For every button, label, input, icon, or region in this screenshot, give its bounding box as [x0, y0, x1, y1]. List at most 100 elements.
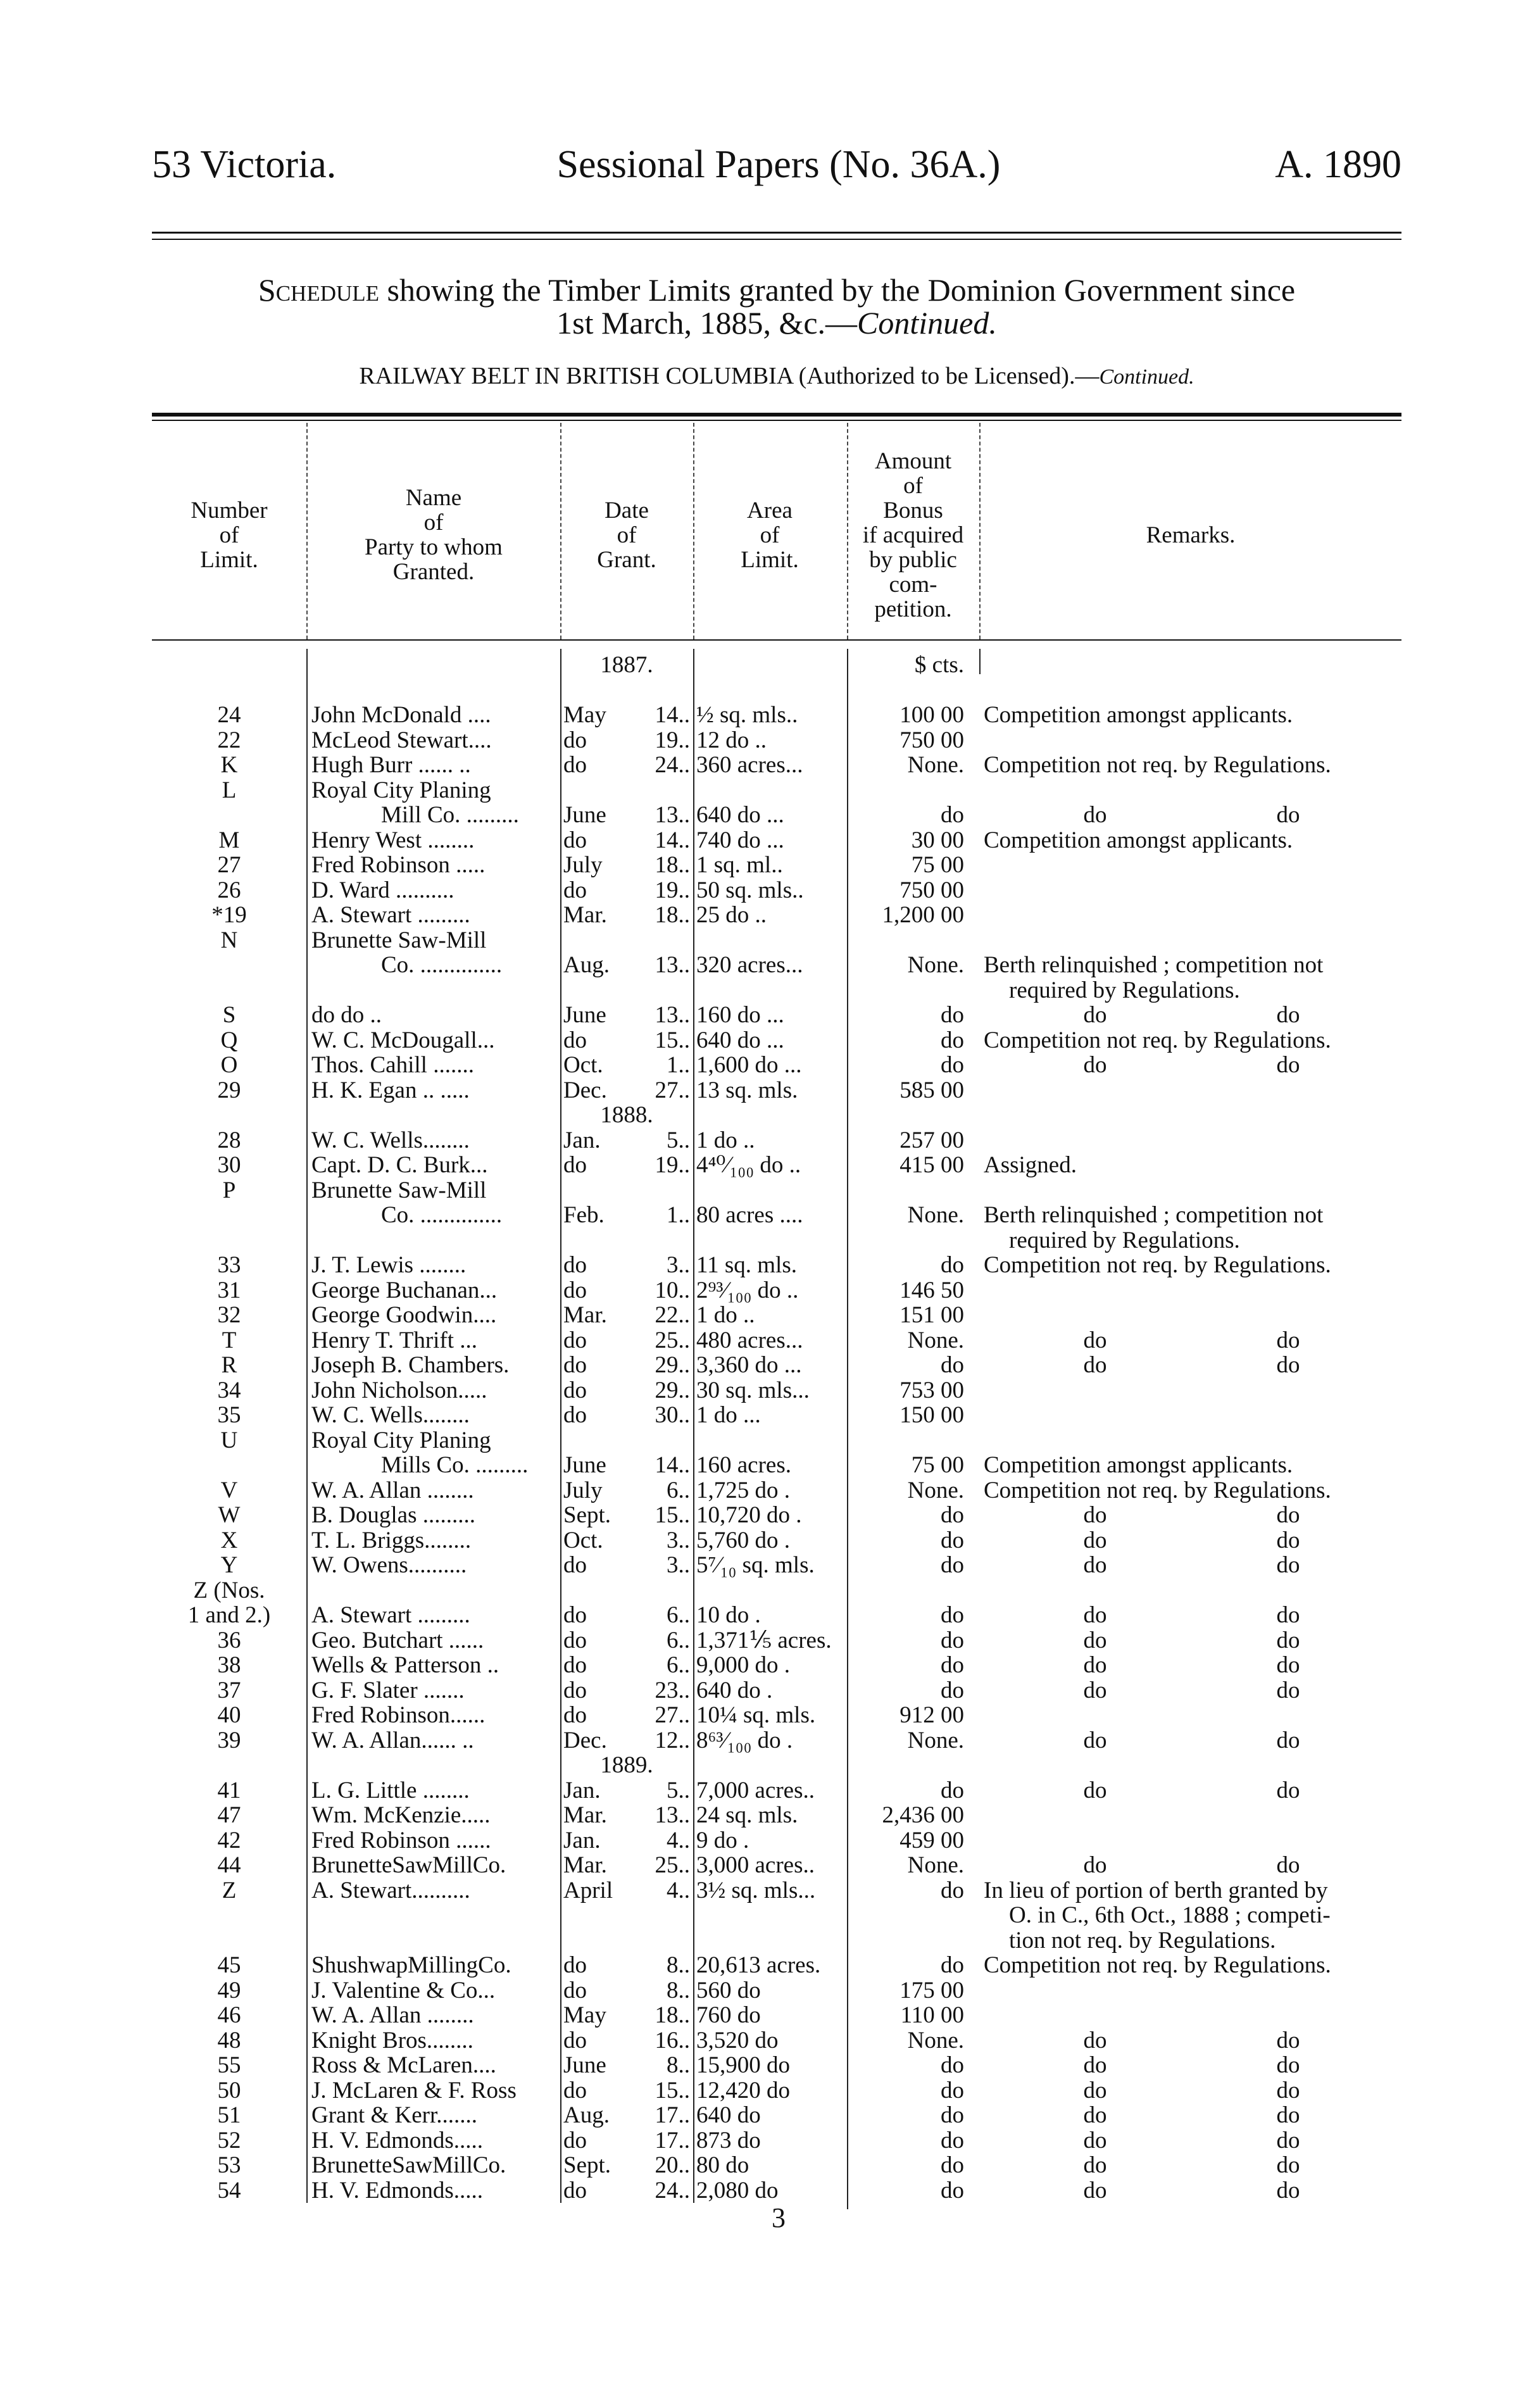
limit-area: 25 do ..: [696, 903, 767, 928]
header-bottom-rule: [152, 639, 1401, 641]
remarks-ditto: do: [1083, 1727, 1107, 1753]
limit-number: *19: [211, 902, 247, 928]
table-row: *19 A. Stewart ......... Mar. 18.. 25 do .. 1…: [0, 903, 1523, 928]
bonus-amount: do: [941, 1052, 964, 1078]
grantee-name: Grant & Kerr.......: [311, 2103, 478, 2128]
grantee-name: Henry West ........: [311, 827, 475, 853]
limit-area: ½ sq. mls..: [696, 703, 798, 728]
grant-day: 4..: [667, 1877, 690, 1903]
header-line: of: [760, 522, 780, 548]
header-line: of: [617, 522, 637, 548]
remarks-ditto: do: [1083, 1327, 1107, 1353]
remarks-ditto: do: [1083, 2052, 1107, 2078]
limit-area: 873 do: [696, 2128, 761, 2153]
remarks-ditto: do: [1276, 1777, 1300, 1803]
grant-month: do: [563, 1327, 587, 1353]
grantee-name: Brunette Saw-Mill: [311, 927, 487, 953]
grant-day: 24..: [655, 752, 691, 778]
remarks-ditto: do: [1083, 1052, 1107, 1078]
grantee-name: W. Owens..........: [311, 1553, 467, 1578]
limit-number: 50: [217, 2077, 241, 2104]
remarks-ditto: do: [1276, 2077, 1300, 2104]
grantee-name: John Nicholson.....: [311, 1377, 487, 1403]
grantee-name: McLeod Stewart....: [311, 727, 492, 753]
limit-area: 740 do ...: [696, 827, 784, 853]
limit-area: 20,613 acres.: [696, 1953, 821, 1978]
remarks-ditto: do: [1276, 1652, 1300, 1678]
grant-month: do: [563, 1277, 587, 1303]
limit-area: 560 do: [696, 1978, 761, 2003]
limit-area: 80 acres ....: [696, 1203, 803, 1228]
bonus-amount: do: [941, 1527, 964, 1553]
limit-area: 12,420 do: [696, 2078, 790, 2103]
grant-day: 17..: [655, 2127, 691, 2154]
remarks-ditto: do: [1276, 2102, 1300, 2128]
grant-day: 4..: [667, 1827, 690, 1853]
grant-month: Mar.: [563, 902, 607, 928]
grant-month: do: [563, 727, 587, 753]
remarks-continued: tion not req. by Regulations.: [1009, 1927, 1276, 1953]
limit-number: 29: [217, 1077, 241, 1103]
remarks-ditto: do: [1276, 1052, 1300, 1078]
limit-area: 1 do ..: [696, 1127, 755, 1153]
header-line: by public: [869, 546, 957, 573]
remarks-ditto: do: [1276, 1602, 1300, 1628]
remarks: Assigned.: [984, 1152, 1077, 1178]
remarks-ditto: do: [1083, 1602, 1107, 1628]
grantee-name: L. G. Little ........: [311, 1778, 470, 1803]
running-head-right: A. 1890: [1275, 143, 1401, 186]
grant-month: do: [563, 1402, 587, 1428]
limit-area: 10 do .: [696, 1603, 761, 1628]
limit-area: 480 acres...: [696, 1327, 803, 1353]
table-row: 39 W. A. Allan...... .. Dec. 12.. 8⁶³⁄₁₀₀ do…: [0, 1728, 1523, 1753]
header-line: Amount: [874, 448, 952, 474]
grant-day: 8..: [667, 2052, 690, 2078]
limit-number: 48: [217, 2027, 241, 2054]
table-row: M Henry West ........ do 14.. 740 do ... 30 0…: [0, 827, 1523, 853]
table-row: 33 J. T. Lewis ........ do 3.. 11 sq. mls. do…: [0, 1253, 1523, 1278]
grant-day: 29..: [655, 1377, 691, 1403]
grantee-name: Henry T. Thrift ...: [311, 1327, 478, 1353]
grant-day: 27..: [655, 1702, 691, 1728]
running-head-center: Sessional Papers (No. 36A.): [556, 143, 1001, 186]
bonus-amount: do: [941, 1252, 964, 1278]
schedule-title: Schedule showing the Timber Limits grant…: [152, 273, 1401, 339]
schedule-lead: Schedule: [258, 272, 380, 308]
limit-area: 1 do ..: [696, 1303, 755, 1328]
bonus-amount: do: [941, 802, 964, 828]
grant-month: do: [563, 1627, 587, 1653]
grant-day: 6..: [667, 1477, 690, 1503]
table-row: 51 Grant & Kerr....... Aug. 17.. 640 do do do d…: [0, 2103, 1523, 2128]
grant-day: 3..: [667, 1252, 690, 1278]
bonus-amount: do: [941, 1002, 964, 1028]
grant-month: Jan.: [563, 1827, 601, 1853]
grant-month: Mar.: [563, 1302, 607, 1328]
bonus-amount: do: [941, 2102, 964, 2128]
table-row: Co. .............. Feb. 1.. 80 acres .... No…: [0, 1203, 1523, 1228]
limit-area: 640 do: [696, 2103, 761, 2128]
remarks-ditto: do: [1276, 802, 1300, 828]
limit-number: 47: [217, 1802, 241, 1828]
header-line: if acquired: [862, 522, 964, 548]
grantee-name: T. L. Briggs........: [311, 1527, 472, 1553]
section-subtitle-continued: Continued.: [1099, 365, 1194, 389]
grantee-name-continued: Mills Co. .........: [381, 1453, 529, 1478]
limit-area: 640 do .: [696, 1677, 773, 1703]
limit-number: V: [220, 1477, 238, 1503]
grantee-name: Hugh Burr ...... ..: [311, 753, 471, 778]
remarks-ditto: do: [1083, 2102, 1107, 2128]
schedule-title-continued: Continued.: [857, 305, 997, 341]
limit-area: 160 acres.: [696, 1453, 791, 1478]
bonus-amount: do: [941, 1652, 964, 1678]
grantee-name: J. T. Lewis ........: [311, 1253, 467, 1278]
grant-month: June: [563, 1002, 606, 1028]
grantee-name: J. McLaren & F. Ross: [311, 2078, 517, 2103]
grant-month: do: [563, 2177, 587, 2204]
remarks-ditto: do: [1276, 2027, 1300, 2054]
grant-day: 22..: [655, 1302, 691, 1328]
table-row: Z A. Stewart.......... April 4.. 3½ sq. mls.…: [0, 1878, 1523, 1903]
limit-number: 37: [217, 1677, 241, 1703]
grantee-name: John McDonald ....: [311, 703, 491, 728]
bonus-amount: do: [941, 1677, 964, 1703]
table-row: tion not req. by Regulations.: [0, 1928, 1523, 1953]
